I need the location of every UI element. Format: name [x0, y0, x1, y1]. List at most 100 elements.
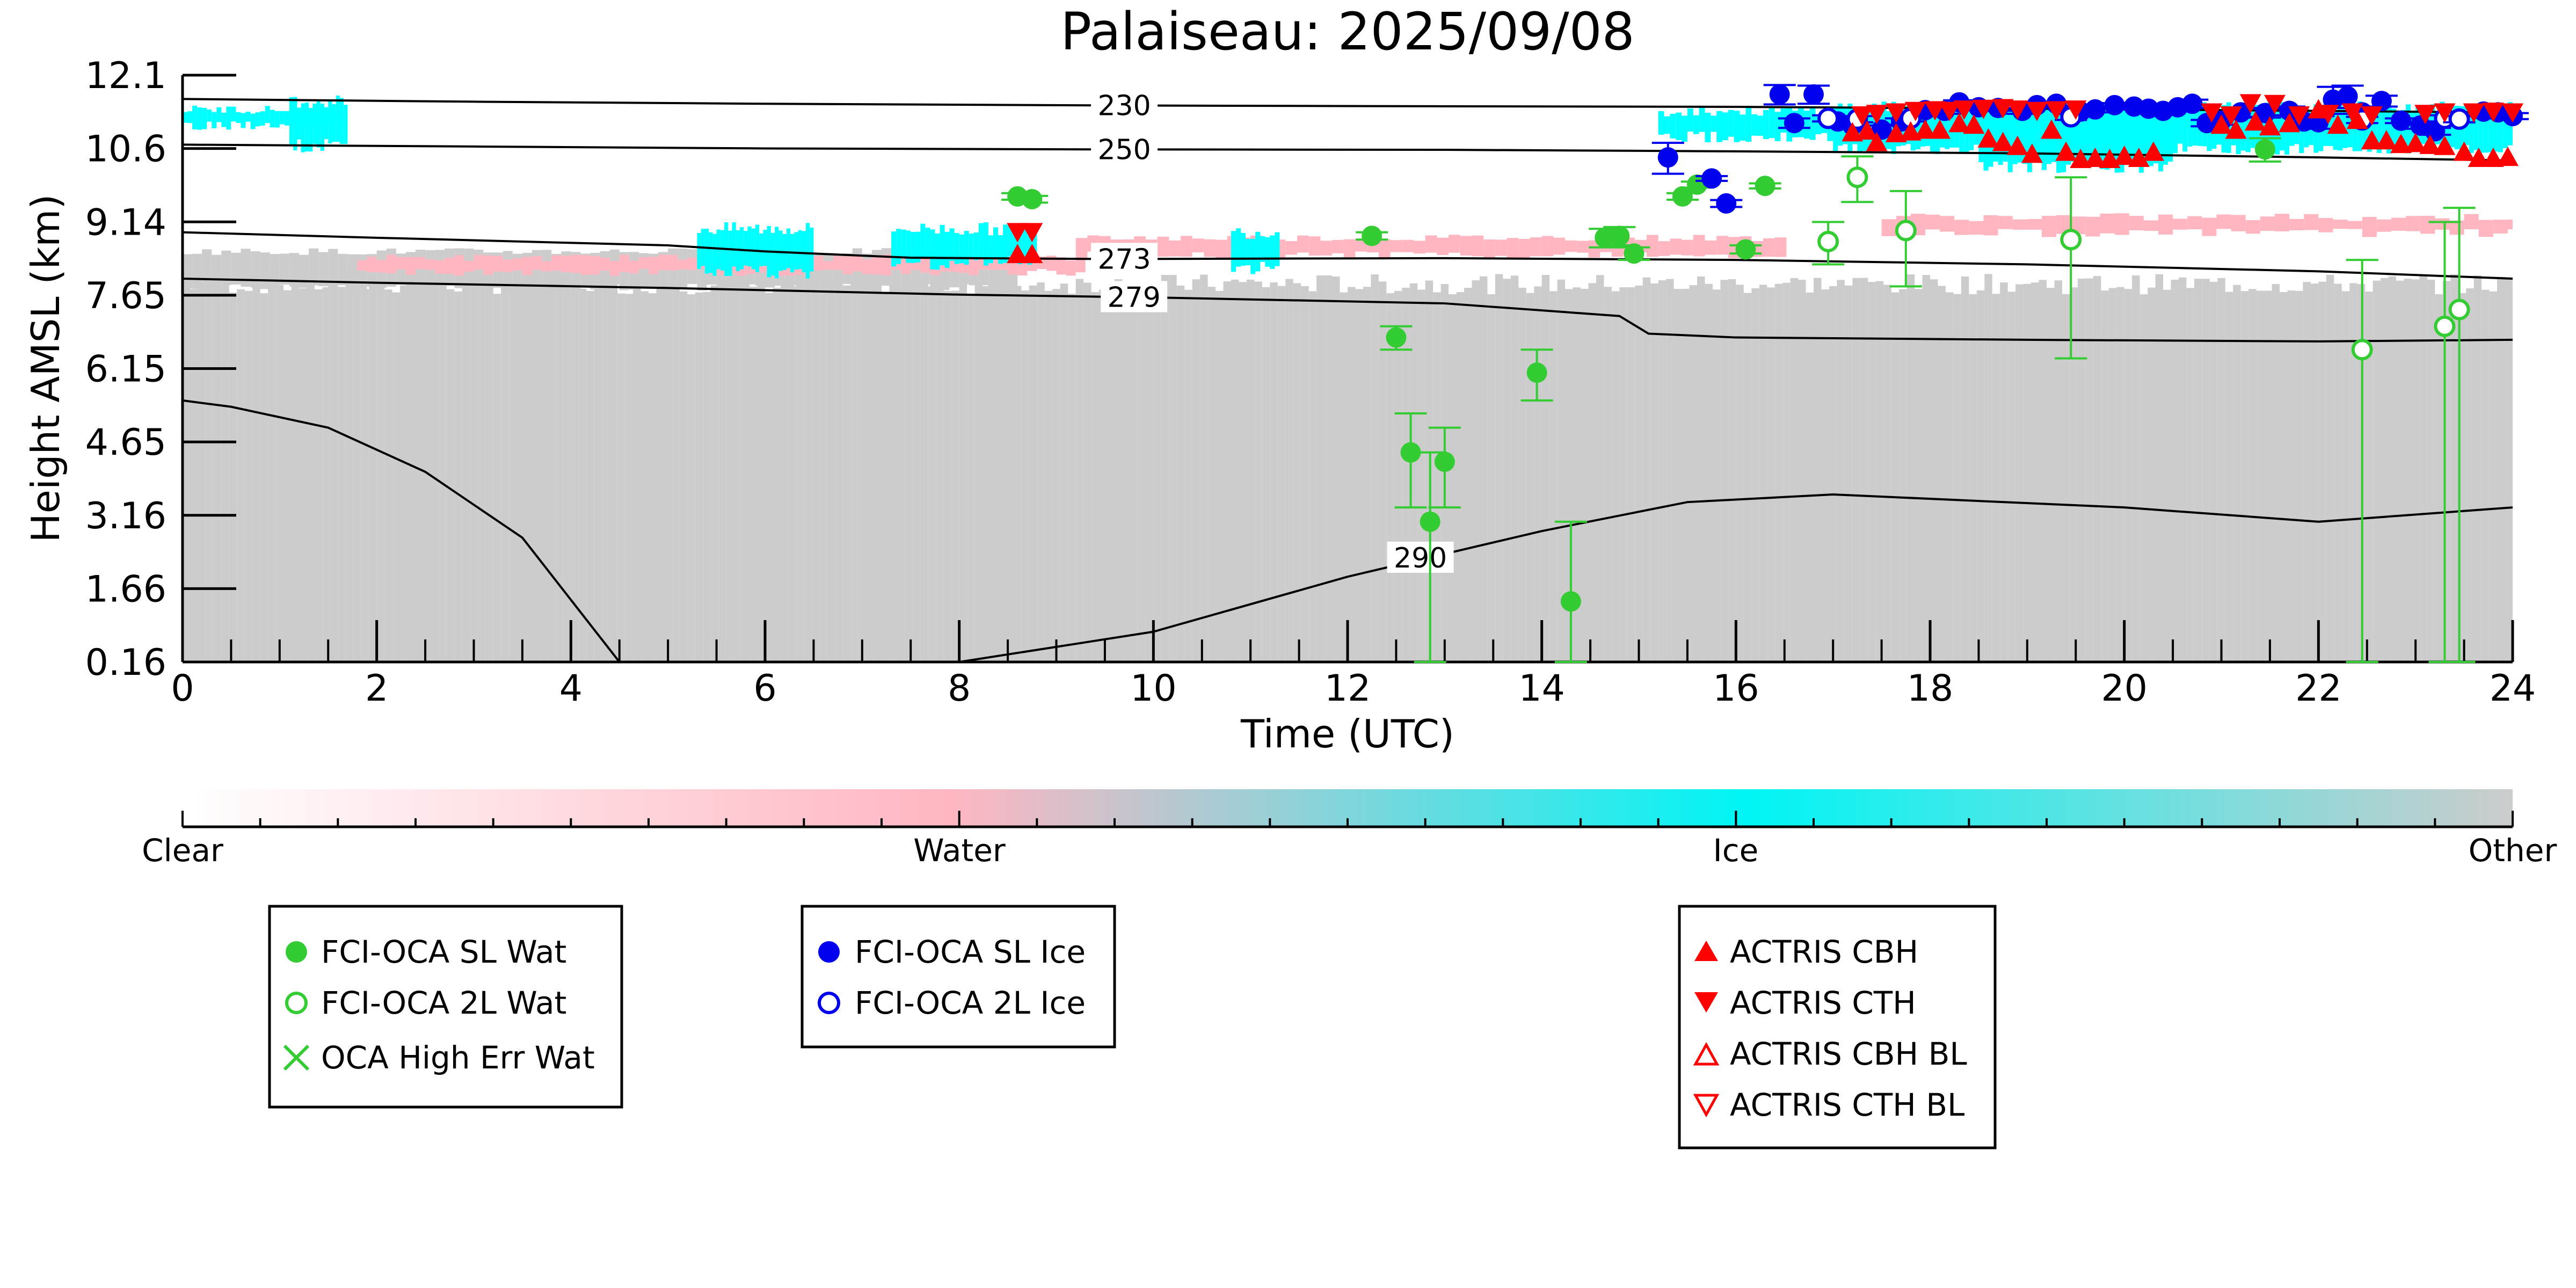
bg-other-strip: [1883, 285, 1891, 662]
bg-water-strip: [1576, 241, 1589, 253]
bg-other-strip: [212, 254, 222, 289]
bg-other-strip: [1814, 278, 1822, 662]
bg-water-strip: [1881, 219, 1896, 236]
bg-other-strip: [2194, 279, 2202, 662]
bg-other-strip: [1363, 287, 1371, 662]
bg-other-strip: [1852, 278, 1860, 662]
bg-ice-strip: [1270, 235, 1275, 269]
bg-other-strip: [2310, 283, 2319, 662]
bg-water-strip: [1763, 238, 1775, 257]
bg-other-strip: [1130, 288, 1138, 662]
bg-water-strip: [609, 261, 620, 276]
bg-ice-strip: [728, 230, 732, 276]
bg-other-strip: [1728, 279, 1736, 662]
bg-other-strip: [780, 281, 789, 662]
bg-other-strip: [1627, 287, 1635, 662]
bg-ice-strip: [2022, 108, 2027, 164]
bg-ice-strip: [1751, 114, 1758, 136]
bg-other-strip: [2388, 276, 2396, 662]
data-point: [2220, 106, 2242, 126]
bg-water-strip: [2143, 220, 2158, 231]
bg-water-strip: [416, 257, 426, 270]
data-point: [2463, 103, 2485, 123]
bg-other-strip: [231, 252, 241, 285]
bg-ice-strip: [1774, 112, 1781, 141]
data-point: [2084, 148, 2106, 168]
data-point: [1021, 244, 1043, 264]
bg-ice-strip: [896, 229, 901, 264]
bg-ice-strip: [770, 232, 775, 275]
bg-water-strip: [1774, 237, 1787, 257]
colorbar-label-clear: Clear: [142, 832, 223, 869]
bg-water-strip: [1693, 235, 1705, 257]
bg-ice-strip: [289, 97, 294, 144]
bg-other-strip: [983, 286, 991, 662]
bg-other-strip: [1619, 287, 1627, 662]
data-point: [1866, 105, 1888, 125]
isotherm-label-bg: [1091, 133, 1158, 165]
legend-cbh-label: ACTRIS CBH: [1730, 934, 1918, 970]
bg-water-strip: [1507, 238, 1519, 259]
bg-other-strip: [330, 278, 338, 662]
bg-other-strip: [1596, 275, 1604, 662]
bg-water-strip: [2231, 215, 2246, 231]
bg-other-strip: [882, 293, 890, 662]
data-point: [1755, 176, 1775, 197]
bg-other-strip: [237, 289, 245, 662]
bg-ice-strip: [930, 229, 935, 270]
x-tick-label: 10: [1130, 667, 1177, 710]
legend-ice: FCI-OCA SL Ice FCI-OCA 2L Ice: [801, 905, 1116, 1049]
bg-ice-strip: [339, 98, 344, 144]
colorbar-label-ice: Ice: [1713, 832, 1759, 869]
bg-ice-strip: [2192, 111, 2197, 145]
data-point: [1022, 188, 1043, 209]
bg-water-strip: [2041, 216, 2057, 237]
bg-other-strip: [322, 287, 330, 662]
bg-ice-strip: [2041, 112, 2047, 170]
bg-other-strip: [221, 278, 229, 662]
bg-water-strip: [1180, 236, 1192, 257]
bg-water-strip: [2260, 216, 2275, 231]
bg-water-strip: [396, 257, 406, 270]
bg-water-strip: [2129, 216, 2144, 230]
bg-other-strip: [1301, 286, 1309, 662]
bg-other-strip: [1992, 294, 2000, 662]
bg-other-strip: [357, 254, 367, 290]
series-actris-cbh: [1007, 99, 2519, 264]
legend-high-err-wat-marker: [283, 1044, 310, 1071]
bg-other-strip: [1984, 274, 1992, 662]
bg-other-strip: [470, 274, 478, 662]
bg-ice-strip: [739, 227, 744, 270]
bg-other-strip: [2381, 278, 2389, 662]
bg-water-strip: [474, 254, 484, 270]
bg-ice-strip: [1670, 113, 1676, 139]
y-tick-label: 6.15: [85, 348, 166, 391]
bg-water-strip: [833, 256, 843, 271]
bg-other-strip: [345, 275, 354, 662]
data-point: [2391, 110, 2412, 131]
bg-other-strip: [2062, 294, 2070, 662]
bg-other-strip: [2054, 280, 2062, 662]
legend-ice-box: [801, 905, 1116, 1049]
bg-ice-strip: [1687, 108, 1693, 132]
bg-other-strip: [2240, 291, 2249, 662]
bg-other-strip: [1192, 279, 1200, 662]
bg-ice-strip: [231, 106, 236, 122]
bg-other-strip: [1044, 290, 1053, 662]
bg-other-strip: [2404, 279, 2412, 662]
bg-other-strip: [1246, 279, 1255, 662]
bg-ice-strip: [192, 105, 198, 129]
data-point: [1784, 113, 1804, 134]
bg-other-strip: [2015, 284, 2024, 662]
bg-other-strip: [602, 276, 610, 662]
bg-other-strip: [2411, 279, 2420, 662]
bg-water-strip: [1925, 214, 1940, 230]
data-point: [1977, 128, 1999, 148]
bg-other-strip: [2427, 279, 2435, 662]
bg-other-strip: [609, 277, 618, 662]
bg-other-strip: [1922, 275, 1930, 662]
bg-other-strip: [369, 286, 377, 662]
bg-other-strip: [2155, 274, 2163, 662]
bg-other-strip: [2070, 287, 2078, 662]
bg-other-strip: [192, 253, 202, 289]
